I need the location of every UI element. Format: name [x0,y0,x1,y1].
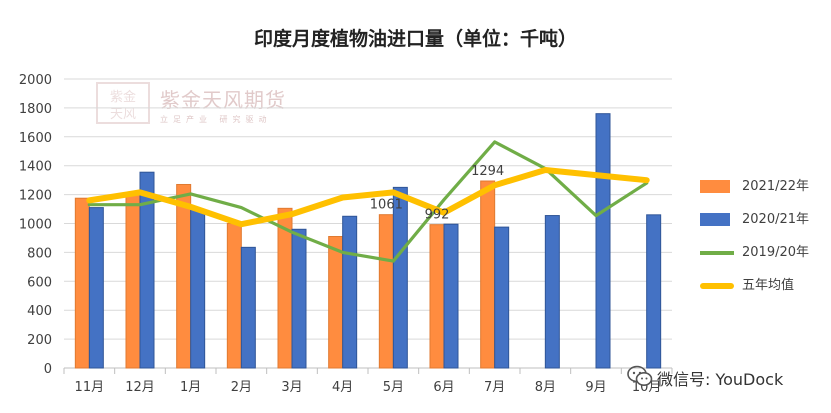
y-tick-label: 1400 [19,160,52,175]
bar [328,236,344,369]
bar [226,223,242,369]
bar [240,246,256,369]
y-tick-label: 400 [27,304,52,319]
legend-swatch [700,251,734,255]
watermark-subtext: 立足产业 研究驱动 [160,115,272,124]
x-tick-label: 9月 [585,380,606,395]
x-tick-label: 5月 [383,380,404,395]
x-tick-label: 3月 [281,380,302,395]
wechat-icon [627,365,653,386]
bars [74,113,662,369]
x-tick-label: 12月 [125,380,155,395]
lines [86,140,650,263]
legend-label: 2021/22年 [742,179,810,194]
legend-swatch [700,283,734,289]
y-tick-label: 1800 [19,102,52,117]
x-tick-label: 7月 [484,380,505,395]
y-tick-label: 1000 [19,218,52,233]
x-tick-label: 2月 [231,380,252,395]
bar [291,228,307,369]
data-label: 1294 [471,164,504,179]
y-axis: 0 200 400 600 800 1000 1200 1400 1600 1800 2000 [19,73,52,377]
bar [74,197,90,369]
x-tick-label: 6月 [433,380,454,395]
data-labels: 1061 992 1294 [370,164,504,223]
x-axis: 11月 12月 1月 2月 3月 4月 5月 6月 7月 8月 9月 10月 [63,368,673,395]
bar [480,180,496,369]
bar [494,226,510,369]
legend-label: 五年均值 [742,278,795,293]
bar [392,186,408,369]
legend-swatch [700,213,730,226]
data-label: 992 [425,208,450,223]
bar [429,224,445,369]
bar [125,192,141,369]
wechat-label: 微信号: YouDock [657,370,784,389]
x-tick-label: 1月 [180,380,201,395]
bar [378,214,394,369]
chart-title: 印度月度植物油进口量（单位：千吨） [253,28,577,50]
bar [646,214,662,369]
y-tick-label: 2000 [19,73,52,88]
bar [342,215,358,369]
y-tick-label: 1600 [19,131,52,146]
x-tick-label: 11月 [75,380,105,395]
legend-swatch [700,180,730,193]
bar [190,209,206,369]
bar [88,207,104,369]
bar [139,171,155,369]
x-tick-label: 4月 [332,380,353,395]
bar [595,113,611,369]
data-label: 1061 [370,198,403,213]
series-line [87,140,649,263]
y-tick-label: 600 [27,275,52,290]
series-line [86,167,650,228]
company-logo-icon: 紫金 天风 [96,82,150,124]
gridlines [64,78,672,369]
svg-text:紫金: 紫金 [110,89,136,105]
svg-text:天风: 天风 [110,107,136,122]
legend-label: 2019/20年 [742,245,810,260]
legend-label: 2020/21年 [742,212,810,227]
bar [176,183,192,369]
y-tick-label: 200 [27,333,52,348]
x-tick-label: 8月 [535,380,556,395]
y-tick-label: 0 [44,362,52,377]
y-tick-label: 1200 [19,189,52,204]
y-tick-label: 800 [27,246,52,261]
bar [443,223,459,369]
bar [544,215,560,369]
